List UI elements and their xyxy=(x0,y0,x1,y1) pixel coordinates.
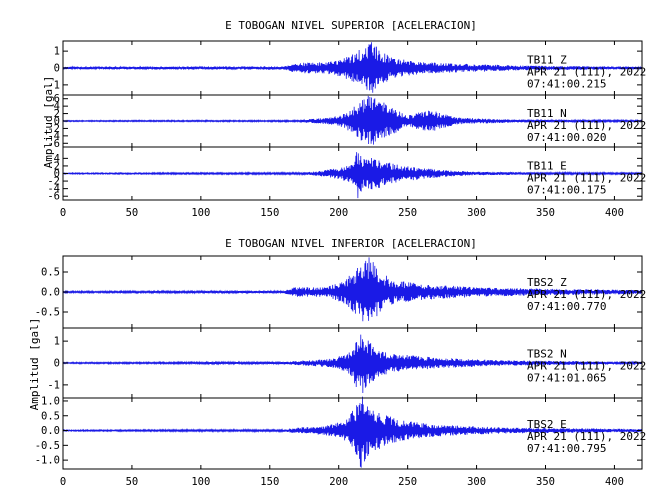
time-label: 07:41:00.795 xyxy=(527,442,606,455)
y-tick-label: -1 xyxy=(47,379,60,391)
date-label: APR 21 (111), 2022 xyxy=(527,66,646,79)
x-tick-label: 200 xyxy=(329,207,348,219)
station-label: TB11 E xyxy=(527,159,567,172)
y-tick-label: 0.5 xyxy=(41,267,60,279)
x-tick-label: 0 xyxy=(60,476,66,488)
x-tick-label: 50 xyxy=(126,476,139,488)
y-tick-label: 0.5 xyxy=(41,410,60,422)
x-tick-label: 300 xyxy=(467,476,486,488)
y-tick-label: 4 xyxy=(54,153,60,165)
trace-tb11-n xyxy=(62,95,643,145)
station-label: TB11 Z xyxy=(527,54,567,67)
y-tick-label: 6 xyxy=(54,93,60,105)
date-label: APR 21 (111), 2022 xyxy=(527,171,646,184)
y-tick-label: 1 xyxy=(54,336,60,348)
y-tick-label: 4 xyxy=(54,101,60,113)
trace-tb11-e xyxy=(62,152,643,199)
x-tick-label: 100 xyxy=(191,476,210,488)
y-tick-label: 0 xyxy=(54,358,60,370)
x-tick-label: 250 xyxy=(398,207,417,219)
x-tick-label: 100 xyxy=(191,207,210,219)
trace-tbs2-e xyxy=(62,396,643,468)
y-tick-label: 1.0 xyxy=(41,395,60,407)
y-tick-label: 2 xyxy=(54,108,60,120)
date-label: APR 21 (111), 2022 xyxy=(527,119,646,132)
y-tick-label: -2 xyxy=(47,123,60,135)
station-label: TBS2 E xyxy=(527,418,567,431)
trace-tbs2-n xyxy=(62,334,643,393)
y-tick-label: 0 xyxy=(54,116,60,128)
time-label: 07:41:00.770 xyxy=(527,300,606,313)
y-tick-label: -6 xyxy=(47,138,60,150)
upper-ylabel: Amplitud [gal] xyxy=(42,76,55,169)
lower-figure: E TOBOGAN NIVEL INFERIOR [ACELERACION] A… xyxy=(28,237,646,488)
y-tick-label: -1 xyxy=(47,79,60,91)
upper-title: E TOBOGAN NIVEL SUPERIOR [ACELERACION] xyxy=(225,19,477,32)
y-tick-label: -1.0 xyxy=(35,455,60,467)
date-label: APR 21 (111), 2022 xyxy=(527,359,646,372)
x-tick-label: 150 xyxy=(260,476,279,488)
x-tick-label: 150 xyxy=(260,207,279,219)
x-tick-label: 350 xyxy=(536,476,555,488)
lower-ylabel: Amplitud [gal] xyxy=(28,318,41,411)
x-tick-label: 400 xyxy=(605,207,624,219)
station-label: TBS2 N xyxy=(527,347,567,360)
x-tick-label: 300 xyxy=(467,207,486,219)
y-tick-label: -0.5 xyxy=(35,307,60,319)
y-tick-label: -6 xyxy=(47,191,60,203)
trace-tb11-z xyxy=(62,42,643,93)
panel-frame xyxy=(62,397,643,470)
trace-tbs2-z xyxy=(62,257,643,322)
time-label: 07:41:00.020 xyxy=(527,131,606,144)
upper-figure: E TOBOGAN NIVEL SUPERIOR [ACELERACION] A… xyxy=(42,19,646,219)
y-tick-label: -4 xyxy=(47,130,60,142)
y-tick-label: -4 xyxy=(47,183,60,195)
date-label: APR 21 (111), 2022 xyxy=(527,288,646,301)
date-label: APR 21 (111), 2022 xyxy=(527,430,646,443)
x-tick-label: 350 xyxy=(536,207,555,219)
y-tick-label: -0.5 xyxy=(35,440,60,452)
y-tick-label: 0.0 xyxy=(41,425,60,437)
y-tick-label: 1 xyxy=(54,46,60,58)
x-tick-label: 0 xyxy=(60,207,66,219)
x-tick-label: 200 xyxy=(329,476,348,488)
lower-title: E TOBOGAN NIVEL INFERIOR [ACELERACION] xyxy=(225,237,477,250)
station-label: TB11 N xyxy=(527,107,567,120)
y-tick-label: -2 xyxy=(47,176,60,188)
y-tick-label: 0 xyxy=(54,168,60,180)
station-label: TBS2 Z xyxy=(527,276,567,289)
x-tick-label: 400 xyxy=(605,476,624,488)
time-label: 07:41:00.215 xyxy=(527,78,606,91)
time-label: 07:41:01.065 xyxy=(527,371,606,384)
x-tick-label: 250 xyxy=(398,476,417,488)
y-tick-label: 0 xyxy=(54,63,60,75)
x-tick-label: 50 xyxy=(126,207,139,219)
time-label: 07:41:00.175 xyxy=(527,183,606,196)
y-tick-label: 2 xyxy=(54,160,60,172)
y-tick-label: 0.0 xyxy=(41,287,60,299)
